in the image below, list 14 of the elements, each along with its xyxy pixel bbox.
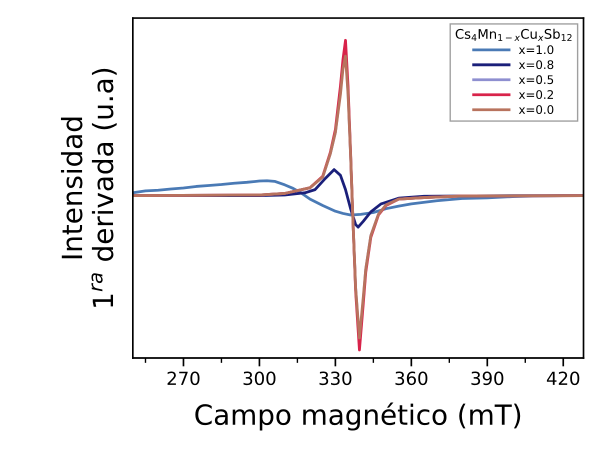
legend-label: x=1.0	[518, 45, 554, 54]
legend-label: x=0.2	[518, 90, 553, 100]
legend-title: Cs$_{4}$Mn$_{1−x}$Cu$_{x}$Sb$_{12}$	[456, 28, 572, 41]
x-axis-title: Campo magnético (mT)	[195, 402, 520, 431]
x-tick-label: 300	[244, 371, 276, 386]
x-tick-label: 360	[395, 371, 428, 386]
legend-label: x=0.0	[518, 105, 554, 114]
x-tick-label: 390	[471, 371, 504, 386]
legend-label: x=0.5	[518, 75, 554, 84]
x-tick-label: 270	[168, 371, 200, 386]
legend-label: x=0.8	[518, 60, 554, 70]
x-tick-label: 420	[546, 371, 580, 386]
text: Intensidad 1$^{ra}$ derivada (u.a)	[60, 68, 117, 307]
x-tick-label: 330	[320, 371, 352, 386]
